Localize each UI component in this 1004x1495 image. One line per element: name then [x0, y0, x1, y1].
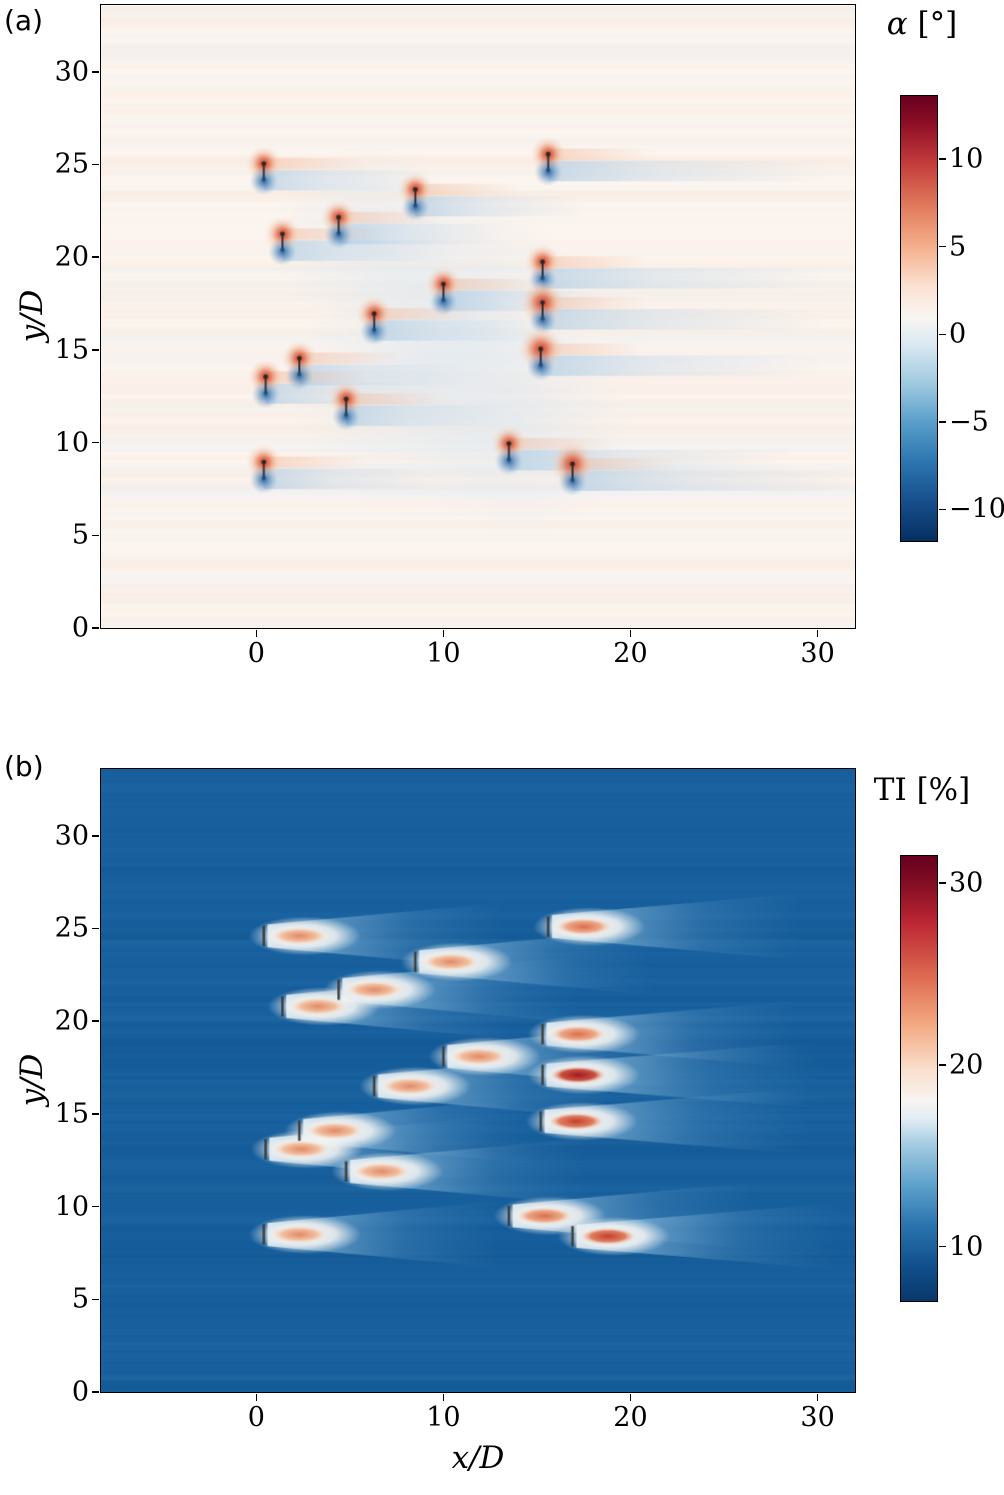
alpha-unit: [°]	[917, 6, 958, 42]
panel-a-plot: 0 10 20 30 0 5 10 15 20 25 30	[55, 4, 856, 669]
y-tick-mark	[92, 256, 99, 258]
y-tick-mark	[92, 627, 99, 629]
colorbar-tick-mark	[939, 1245, 946, 1248]
alpha-symbol: α	[886, 6, 908, 42]
colorbar-tick-mark	[939, 1064, 946, 1066]
x-tick-label: 10	[426, 638, 461, 669]
panel-b-plot: 0 10 20 30 0 5 10 15 20 25 30	[55, 768, 856, 1433]
colorbar-tick-label: 5	[949, 231, 967, 263]
y-tick-label: 5	[71, 1283, 89, 1315]
x-tick-mark	[442, 630, 445, 637]
y-tick-mark	[92, 349, 99, 351]
colorbar-tick-label: 0	[949, 318, 967, 350]
x-tick-label: 0	[247, 1402, 265, 1433]
x-tick-mark	[629, 1394, 632, 1401]
ti-symbol: TI	[873, 772, 907, 808]
y-tick-mark	[92, 835, 99, 837]
colorbar-tick-mark	[939, 333, 946, 336]
x-tick-mark	[255, 1394, 258, 1401]
y-tick-label: 30	[54, 820, 89, 852]
panel-b-xlabel: x/D	[451, 1440, 505, 1476]
x-tick-label: 20	[613, 638, 648, 669]
x-tick-label: 30	[800, 638, 835, 669]
y-tick-label: 10	[54, 1191, 89, 1223]
colorbar-tick-label: −10	[949, 493, 1004, 525]
y-tick-label: 10	[54, 427, 89, 459]
panel-a-heatmap	[101, 5, 855, 628]
y-tick-label: 15	[54, 334, 89, 366]
panel-b-colorbar: 30 20 10	[900, 855, 983, 1302]
colorbar-tick-label: −5	[949, 406, 989, 438]
y-tick-label: 20	[54, 1005, 89, 1037]
panel-a-colorbar-title: α [°]	[850, 6, 994, 42]
colorbar-tick-mark	[939, 421, 946, 423]
y-tick-mark	[92, 1020, 99, 1022]
colorbar-tick-label: 30	[949, 867, 984, 899]
y-tick-mark	[92, 1391, 99, 1393]
ti-unit: [%]	[916, 772, 971, 808]
y-tick-mark	[92, 927, 99, 930]
x-tick-mark	[816, 630, 819, 637]
panel-a-label: (a)	[4, 4, 44, 37]
y-tick-mark	[92, 1205, 99, 1208]
panel-b-label: (b)	[4, 750, 44, 783]
panel-b-colorbar-gradient	[901, 856, 937, 1301]
y-tick-label: 25	[54, 148, 89, 180]
panel-a-colorbar-gradient	[901, 96, 937, 541]
y-tick-label: 15	[54, 1098, 89, 1130]
y-tick-mark	[92, 163, 99, 166]
panel-b-colorbar-title: TI [%]	[850, 772, 994, 808]
y-tick-label: 5	[71, 519, 89, 551]
panel-a-colorbar: 10 5 0 −5 −10	[900, 95, 1004, 542]
y-tick-label: 0	[71, 612, 89, 644]
x-tick-label: 30	[800, 1402, 835, 1433]
colorbar-tick-mark	[939, 508, 946, 511]
x-tick-mark	[629, 630, 632, 637]
colorbar-tick-mark	[939, 245, 946, 248]
y-tick-mark	[92, 71, 99, 73]
x-tick-label: 20	[613, 1402, 648, 1433]
y-tick-mark	[92, 441, 99, 444]
colorbar-tick-label: 20	[949, 1049, 984, 1081]
x-tick-mark	[255, 630, 258, 637]
x-tick-mark	[816, 1394, 819, 1401]
colorbar-tick-label: 10	[949, 1231, 984, 1262]
y-tick-label: 25	[54, 912, 89, 944]
y-tick-mark	[92, 1113, 99, 1115]
y-tick-mark	[92, 534, 99, 537]
y-tick-label: 0	[71, 1376, 89, 1408]
y-tick-label: 20	[54, 241, 89, 273]
x-tick-label: 10	[426, 1402, 461, 1433]
y-tick-mark	[92, 1298, 99, 1301]
x-tick-label: 0	[247, 638, 265, 669]
colorbar-tick-mark	[939, 158, 946, 160]
panel-b-heatmap	[101, 769, 855, 1392]
colorbar-tick-label: 10	[949, 143, 984, 175]
x-tick-mark	[442, 1394, 445, 1401]
colorbar-tick-mark	[939, 882, 946, 884]
panel-b-ylabel: y/D	[14, 1053, 50, 1107]
y-tick-label: 30	[54, 56, 89, 88]
panel-a-ylabel: y/D	[14, 289, 50, 343]
